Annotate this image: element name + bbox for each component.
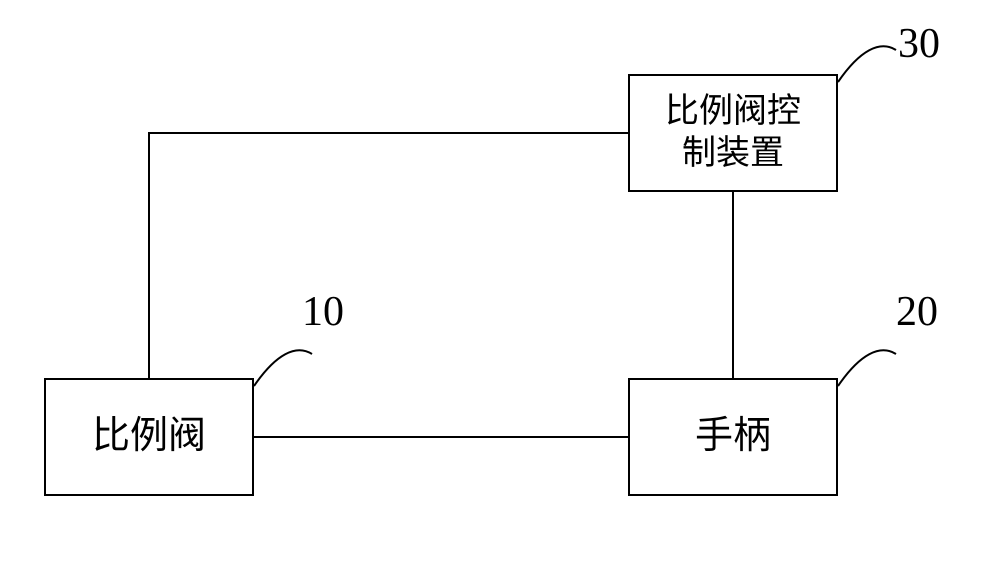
- edge-controller-valve: [149, 133, 628, 378]
- callout-number-20: 20: [896, 288, 938, 336]
- callout-curve-controller: [838, 46, 896, 82]
- diagram-canvas: 比例阀控 制装置 比例阀 手柄 30 10 20: [0, 0, 1000, 565]
- node-controller-label-line2: 制装置: [682, 135, 784, 172]
- callout-number-30: 30: [898, 20, 940, 68]
- callout-curve-handle: [838, 350, 896, 386]
- callout-number-10: 10: [302, 288, 344, 336]
- node-controller-label: 比例阀控 制装置: [665, 91, 801, 176]
- node-controller-label-line1: 比例阀控: [665, 93, 801, 130]
- node-valve-label: 比例阀: [92, 413, 206, 461]
- node-handle-label: 手柄: [695, 413, 771, 461]
- callout-curve-valve: [254, 350, 312, 386]
- node-controller: 比例阀控 制装置: [628, 74, 838, 192]
- node-handle: 手柄: [628, 378, 838, 496]
- node-valve: 比例阀: [44, 378, 254, 496]
